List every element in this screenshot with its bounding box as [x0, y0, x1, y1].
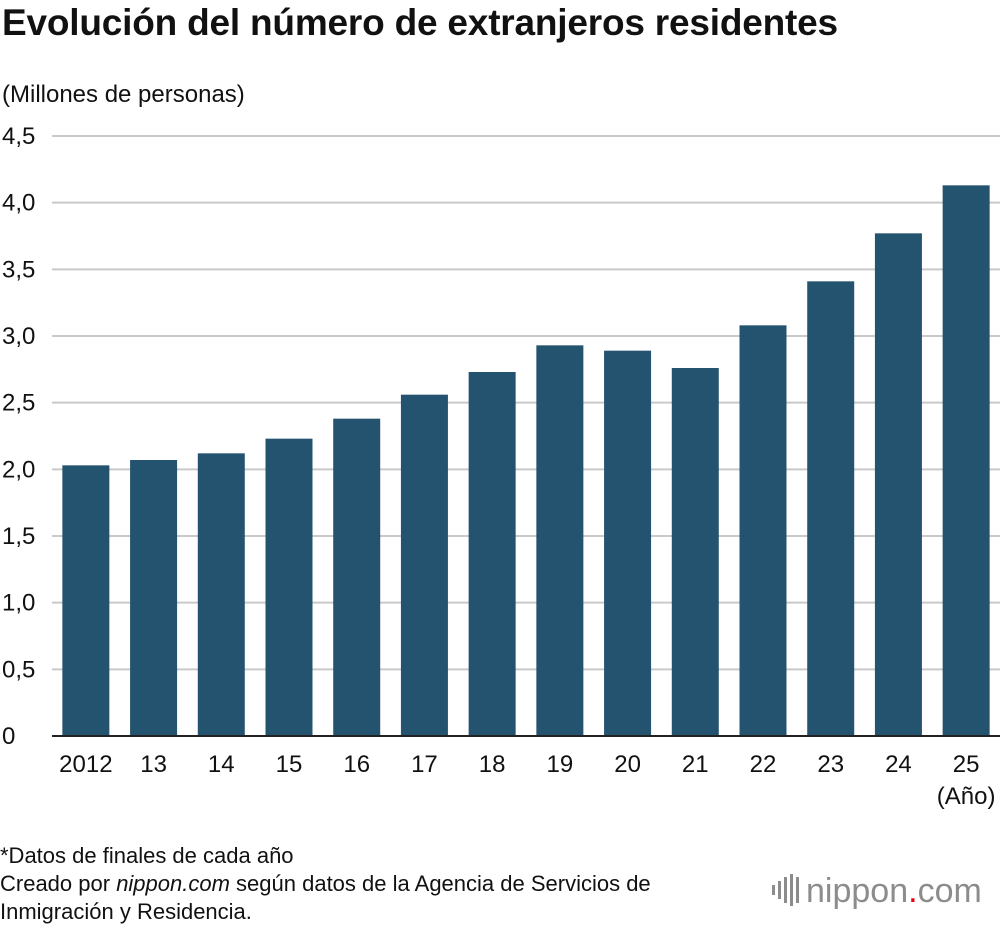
chart-title: Evolución del número de extranjeros resi…	[2, 2, 838, 43]
bar	[739, 325, 787, 736]
bar	[807, 281, 855, 736]
source-line-1: Creado por nippon.com según datos de la …	[0, 870, 780, 898]
x-tick-label: 13	[140, 751, 167, 778]
x-axis-label: (Año)	[937, 783, 996, 810]
y-tick-label: 1,0	[2, 590, 35, 617]
source-rest: según datos de la Agencia de Servicios d…	[229, 871, 651, 896]
bar	[62, 465, 110, 736]
nippon-logo-svg: nippon.com	[772, 872, 982, 910]
y-tick-label: 0,5	[2, 656, 35, 683]
x-tick-label: 2012	[59, 751, 112, 778]
source-site: nippon.com	[116, 871, 230, 896]
signal-bars-icon	[772, 874, 799, 906]
bar	[400, 394, 448, 736]
y-tick-label: 0	[2, 723, 15, 750]
bar	[536, 345, 584, 736]
x-tick-label: 23	[817, 751, 844, 778]
bar-chart-svg: (Millones de personas) 0 0,5 1,0 1,5 2,0 2,5 3,…	[2, 81, 1000, 810]
chart-footer: *Datos de finales de cada año Creado por…	[0, 842, 780, 926]
bar	[333, 418, 381, 736]
source-prefix: Creado por	[0, 871, 117, 896]
nippon-logo: nippon.com	[748, 860, 1000, 918]
x-tick-label: 24	[885, 751, 912, 778]
y-tick-label: 2,5	[2, 390, 35, 417]
bar	[874, 233, 922, 737]
x-tick-label: 16	[343, 751, 370, 778]
x-tick-label: 18	[479, 751, 506, 778]
brand-tld-text: com	[918, 872, 982, 910]
bar	[671, 368, 719, 736]
y-axis-label: (Millones de personas)	[2, 81, 245, 108]
brand-dot-text: .	[908, 872, 917, 910]
bar	[265, 438, 313, 736]
source-line-2: Inmigración y Residencia.	[0, 899, 252, 924]
y-tick-label: 4,0	[2, 190, 35, 217]
brand-main-text: nippon	[806, 872, 908, 910]
bar	[468, 372, 516, 736]
bar	[130, 460, 178, 736]
y-tick-label: 4,5	[2, 123, 35, 150]
y-tick-label: 2,0	[2, 456, 35, 483]
bar	[197, 453, 245, 736]
y-tick-label: 1,5	[2, 523, 35, 550]
x-tick-label: 22	[750, 751, 777, 778]
x-tick-label: 17	[411, 751, 438, 778]
x-tick-label: 19	[547, 751, 574, 778]
brand-text: nippon.com	[806, 872, 982, 910]
bar-chart: (Millones de personas) 0 0,5 1,0 1,5 2,0 2,5 3,…	[0, 70, 1000, 820]
x-tick-label: 20	[614, 751, 641, 778]
x-tick-label: 14	[208, 751, 235, 778]
x-tick-label: 15	[276, 751, 303, 778]
y-tick-label: 3,5	[2, 256, 35, 283]
bar	[604, 350, 652, 736]
bar	[942, 185, 990, 736]
x-tick-label: 25	[953, 751, 980, 778]
x-tick-label: 21	[682, 751, 709, 778]
y-tick-label: 3,0	[2, 323, 35, 350]
footnote: *Datos de finales de cada año	[0, 843, 294, 868]
